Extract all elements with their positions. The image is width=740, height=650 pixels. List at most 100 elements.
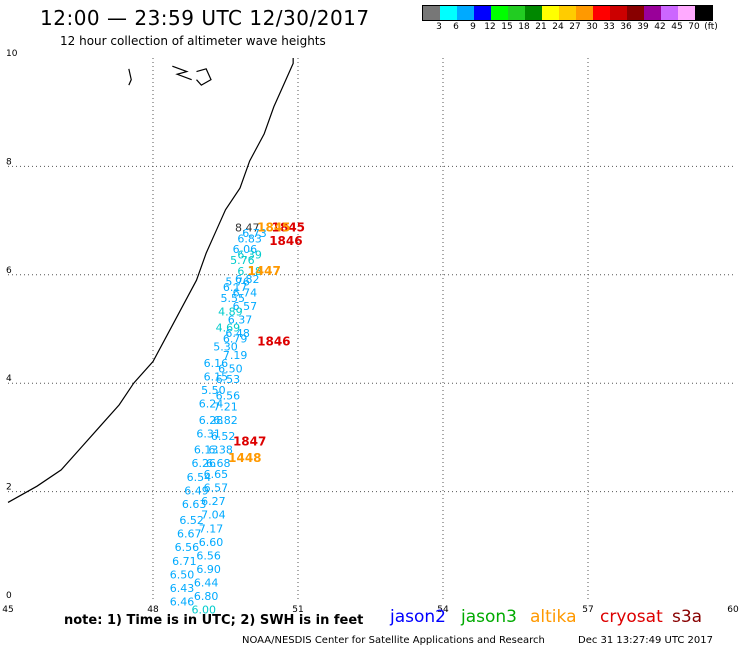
- color-legend-label: 15: [501, 22, 513, 32]
- color-swatch: [508, 6, 525, 20]
- swh-value-label: 6.38: [208, 444, 233, 457]
- swh-value-label: 6.57: [233, 300, 258, 313]
- y-tick-label: 8: [6, 157, 12, 167]
- y-tick-label: 10: [6, 49, 18, 59]
- island-outline: [172, 65, 192, 81]
- swh-value-label: 6.44: [194, 576, 219, 589]
- pass-time-label: 1448: [228, 451, 261, 465]
- color-swatch: [542, 6, 559, 20]
- swh-value-label: 6.90: [196, 563, 221, 576]
- swh-value-label: 6.83: [237, 232, 262, 245]
- swh-value-label: 4.89: [218, 305, 243, 318]
- color-swatch: [525, 6, 542, 20]
- x-tick-label: 54: [437, 605, 449, 615]
- swh-value-label: 6.52: [179, 514, 204, 527]
- timestamp-text: Dec 31 13:27:49 UTC 2017: [578, 635, 713, 646]
- x-tick-label: 57: [582, 605, 593, 615]
- swh-value-label: 6.60: [199, 536, 224, 549]
- color-legend-label: (ft): [704, 22, 718, 32]
- x-tick-label: 60: [727, 605, 739, 615]
- color-swatch: [474, 6, 491, 20]
- swh-value-label: 6.54: [187, 471, 212, 484]
- x-tick-label: 48: [147, 605, 159, 615]
- legend-cryosat: cryosat: [600, 607, 663, 627]
- swh-value-label: 6.56: [216, 389, 241, 402]
- color-legend-label: 30: [586, 22, 598, 32]
- color-swatch: [423, 6, 440, 20]
- swh-value-label: 6.80: [194, 590, 219, 603]
- page-subtitle: 12 hour collection of altimeter wave hei…: [60, 34, 326, 48]
- pass-time-label: 1845: [257, 220, 290, 234]
- swh-value-label: 6.56: [196, 549, 221, 562]
- swh-value-label: 5.30: [213, 341, 238, 354]
- pass-time-label: 1847: [233, 435, 266, 449]
- color-legend-bar: [422, 5, 713, 21]
- swh-value-label: 5.76: [230, 254, 255, 267]
- swh-value-label: 6.52: [211, 430, 236, 443]
- swh-value-label: 6.63: [182, 498, 207, 511]
- x-tick-label: 45: [2, 605, 13, 615]
- swh-value-label: 8.47: [235, 221, 260, 234]
- swh-value-label: 6.13: [194, 444, 219, 457]
- swh-value-label: 5.55: [221, 292, 246, 305]
- page-title: 12:00 — 23:59 UTC 12/30/2017: [40, 6, 370, 30]
- island-outline: [128, 68, 132, 86]
- swh-value-label: 6.73: [242, 227, 267, 240]
- swh-value-label: 6.43: [170, 582, 195, 595]
- swh-value-label: 6.24: [199, 398, 224, 411]
- color-swatch: [627, 6, 644, 20]
- x-tick-label: 51: [292, 605, 303, 615]
- swh-value-label: 6.82: [213, 414, 238, 427]
- color-swatch: [661, 6, 678, 20]
- color-legend-label: 27: [569, 22, 581, 32]
- color-legend-label: 70: [688, 22, 700, 32]
- swh-value-label: 6.18: [237, 265, 262, 278]
- footer-note: note: 1) Time is in UTC; 2) SWH is in fe…: [64, 613, 364, 628]
- swh-value-label: 6.31: [196, 427, 221, 440]
- swh-value-label: 6.79: [223, 333, 248, 346]
- legend-jason3: jason3: [461, 607, 517, 627]
- color-legend-label: 42: [654, 22, 666, 32]
- color-legend-label: 9: [470, 22, 476, 32]
- swh-value-label: 6.65: [204, 468, 229, 481]
- swh-value-label: 6.68: [206, 457, 231, 470]
- color-swatch: [559, 6, 576, 20]
- swh-value-label: 7.19: [223, 349, 248, 362]
- credit-text: NOAA/NESDIS Center for Satellite Applica…: [242, 635, 545, 646]
- swh-value-label: 6.39: [237, 249, 262, 262]
- color-legend-label: 45: [671, 22, 683, 32]
- swh-value-label: 6.15: [204, 370, 229, 383]
- swh-value-label: 6.50: [170, 568, 195, 581]
- pass-time-label: 1845: [272, 220, 305, 234]
- color-legend-label: 12: [484, 22, 496, 32]
- swh-value-label: 6.56: [175, 541, 200, 554]
- swh-value-label: 7.21: [213, 400, 238, 413]
- swh-value-label: 6.27: [201, 495, 226, 508]
- color-legend-label: 18: [518, 22, 530, 32]
- pass-time-label: 1447: [247, 264, 280, 278]
- color-swatch: [610, 6, 627, 20]
- color-legend-label: 21: [535, 22, 547, 32]
- swh-value-label: 6.57: [204, 482, 229, 495]
- swh-value-label: 6.49: [184, 484, 209, 497]
- swh-value-label: 5.76: [225, 276, 250, 289]
- color-legend-label: 33: [603, 22, 615, 32]
- swh-value-label: 6.00: [192, 604, 217, 617]
- swh-value-label: 6.48: [225, 327, 250, 340]
- color-swatch: [678, 6, 695, 20]
- island-outline: [196, 68, 212, 86]
- color-legend-label: 24: [552, 22, 564, 32]
- legend-jason2: jason2: [390, 607, 446, 627]
- swh-value-label: 6.74: [233, 286, 258, 299]
- swh-value-label: 6.82: [235, 273, 260, 286]
- swh-value-label: 6.53: [216, 373, 241, 386]
- y-tick-label: 2: [6, 483, 12, 493]
- color-legend-label: 3: [436, 22, 442, 32]
- swh-value-label: 6.28: [199, 414, 224, 427]
- swh-value-label: 6.46: [170, 595, 195, 608]
- swh-value-label: 4.69: [216, 322, 241, 335]
- color-swatch: [593, 6, 610, 20]
- coastline: [7, 58, 294, 503]
- swh-value-label: 6.06: [233, 243, 258, 256]
- color-legend-label: 39: [637, 22, 649, 32]
